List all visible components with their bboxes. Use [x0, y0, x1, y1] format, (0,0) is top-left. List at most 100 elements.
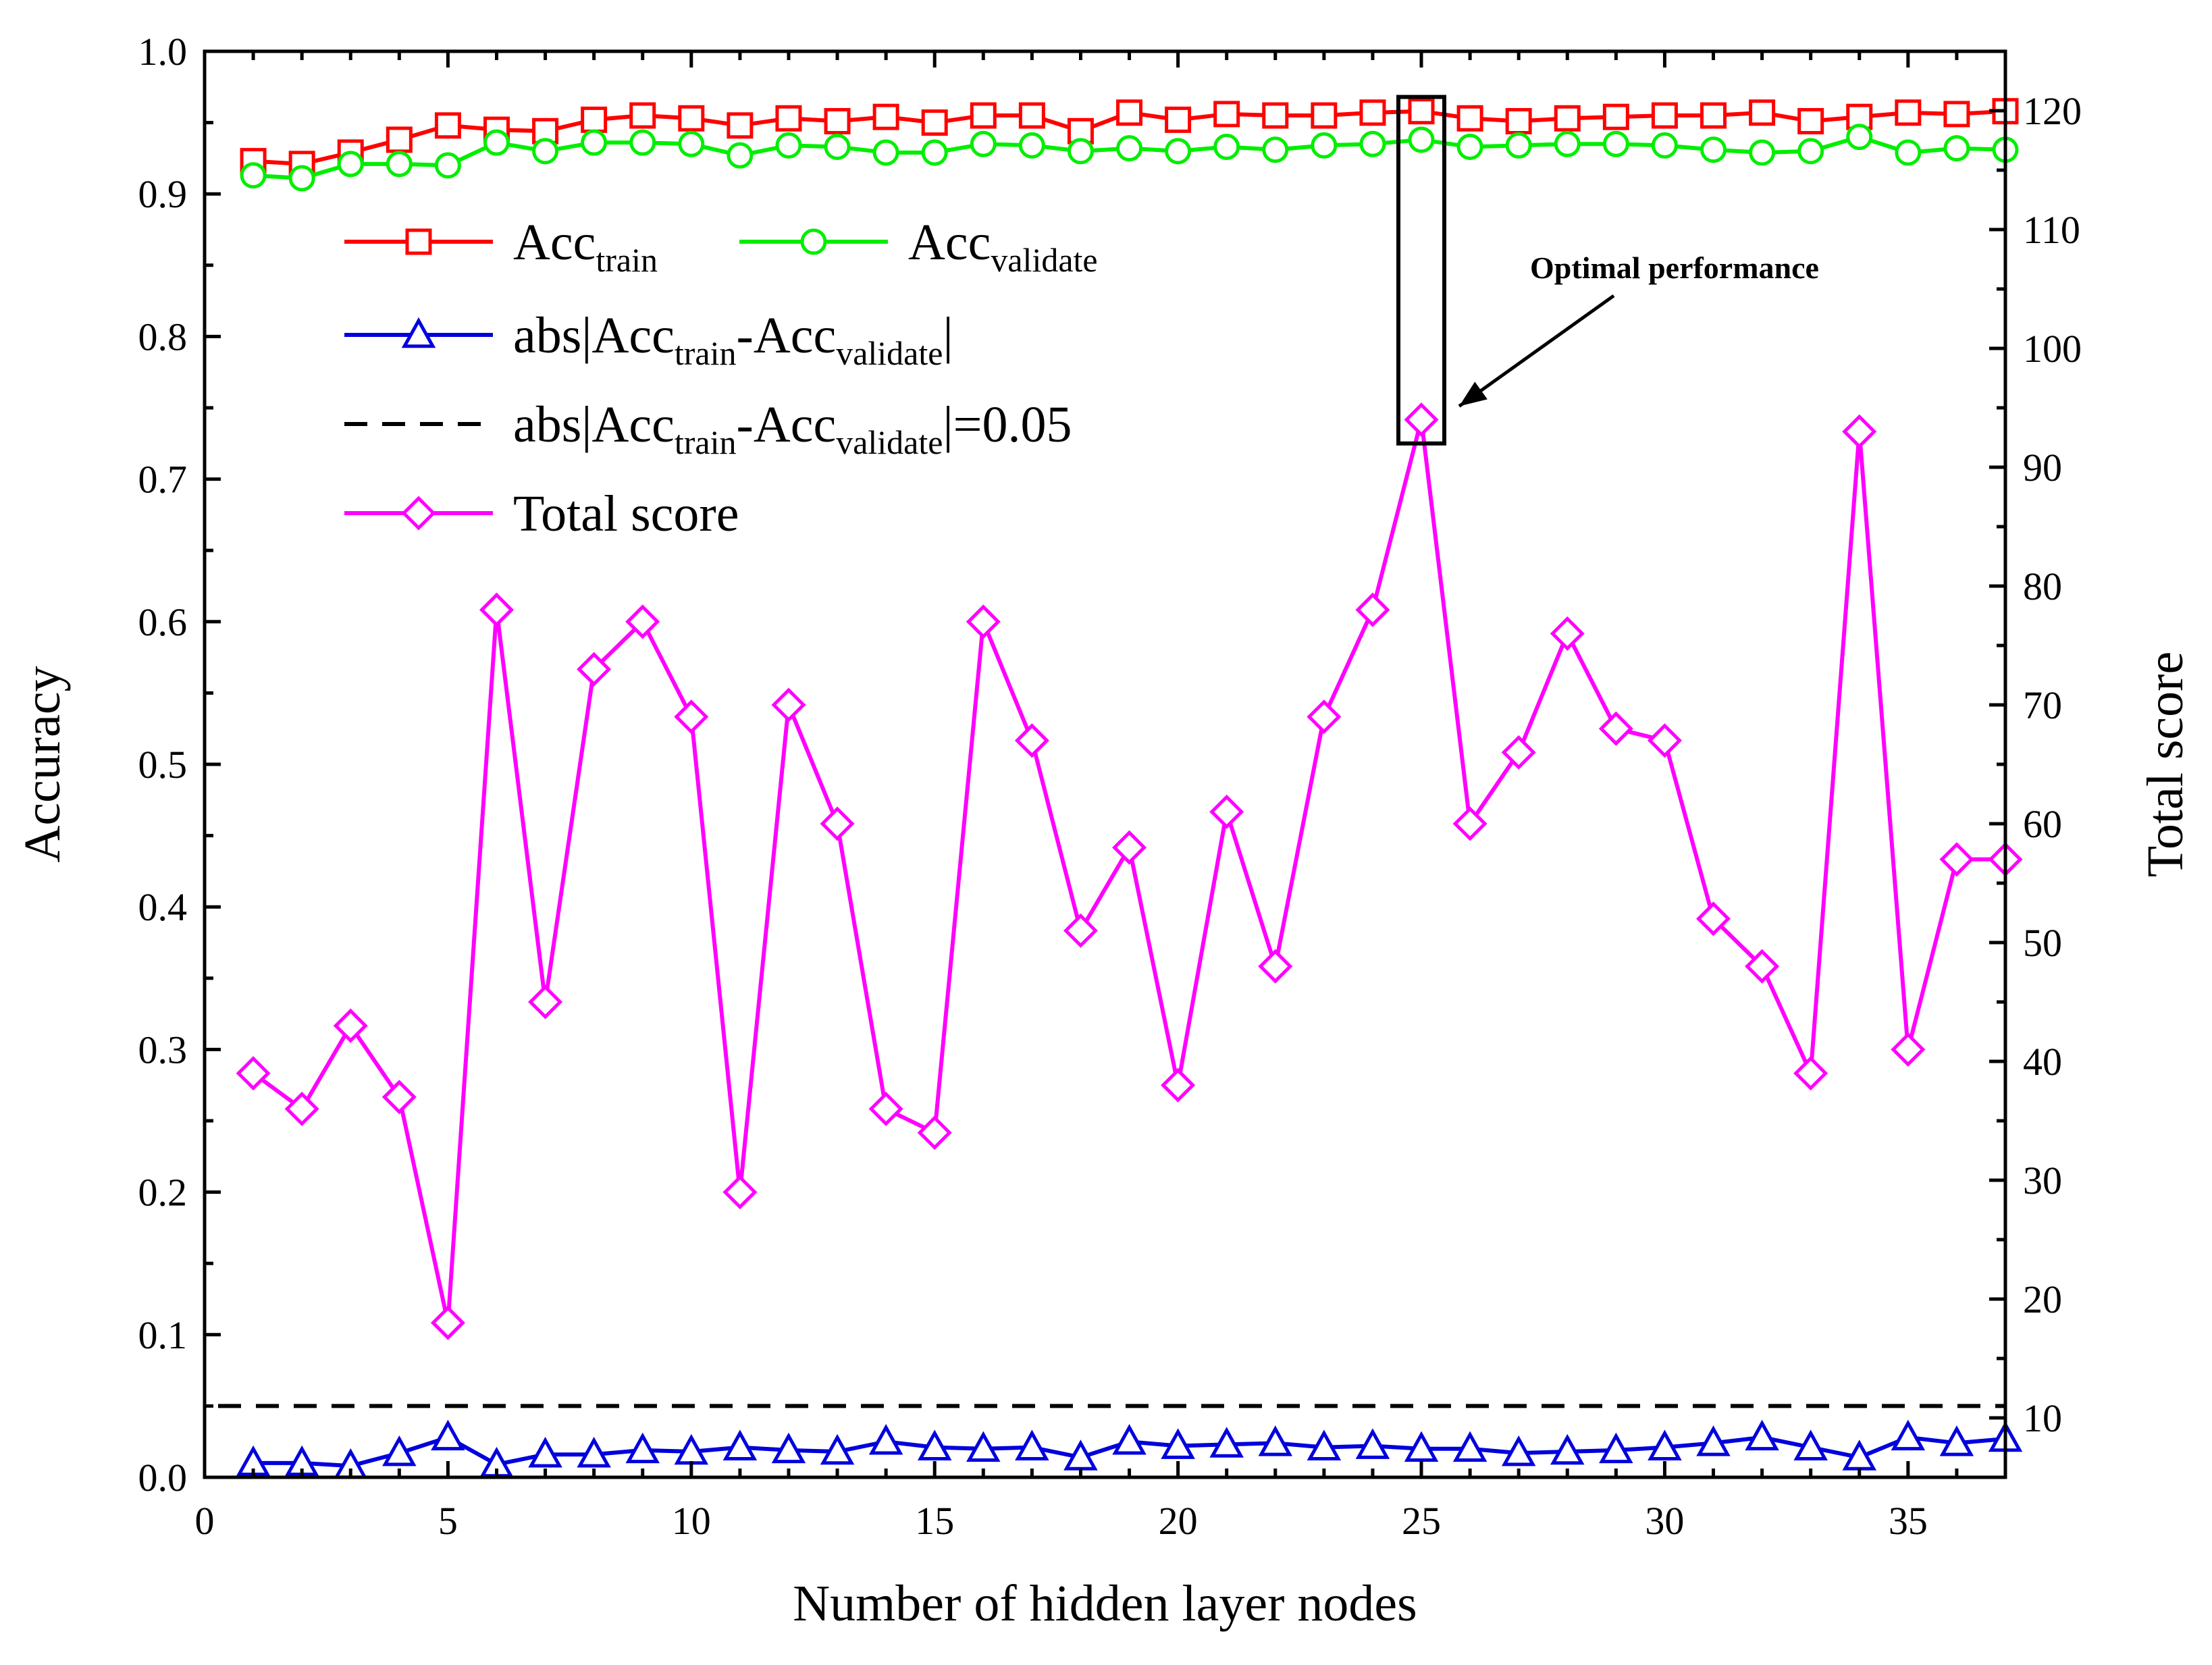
y-tick-label: 0.3 [138, 1028, 188, 1072]
point-acc_train [921, 109, 948, 136]
optimal-highlight-box [1396, 95, 1447, 446]
point-total_score [1550, 616, 1585, 651]
point-total_score [284, 1091, 319, 1126]
y2-tick-label: 40 [2023, 1040, 2062, 1084]
point-total_score [1404, 402, 1439, 438]
legend-label-part: abs|Acc [513, 307, 675, 364]
point-acc_train [1602, 103, 1629, 130]
annotation-arrow-head [1459, 381, 1487, 406]
point-acc_train [1116, 99, 1143, 126]
annotation: Optimal performance [1396, 95, 1819, 446]
legend-label-part: |=0.05 [943, 396, 1072, 453]
y2-tick-label: 80 [2023, 564, 2062, 608]
point-acc_train [1456, 105, 1483, 132]
series-total_score [236, 402, 2023, 1340]
y-tick-label: 0.0 [138, 1456, 188, 1500]
point-acc_validate [629, 129, 656, 156]
point-acc_validate [1213, 134, 1240, 161]
legend-swatch-marker [401, 496, 436, 531]
point-abs_diff [1793, 1429, 1828, 1460]
point-acc_validate [1846, 124, 1873, 151]
point-acc_validate [581, 129, 608, 156]
point-acc_validate [678, 130, 705, 157]
point-acc_validate [824, 134, 851, 161]
legend-label-subscript: validate [991, 241, 1097, 279]
point-abs_diff [1258, 1425, 1293, 1456]
point-total_score [1793, 1056, 1828, 1091]
y-tick-label: 0.5 [138, 743, 188, 787]
point-total_score [1355, 592, 1390, 627]
point-acc_train [1359, 99, 1386, 126]
x-tick-label: 5 [438, 1499, 458, 1543]
point-acc_validate [1943, 135, 1970, 162]
y2-axis-title: Total score [2137, 652, 2194, 877]
axis-ticks [203, 49, 2007, 1479]
point-abs_diff [820, 1433, 855, 1465]
point-abs_diff [1404, 1431, 1439, 1462]
point-acc_validate [434, 152, 461, 179]
point-acc_validate [1359, 130, 1386, 157]
axis-tick-labels: 0 5 10 15 20 25 30 35 0.0 0.1 0.2 0.3 0.4 0.5 0.6 0.7 0.… [138, 30, 2082, 1543]
point-total_score [966, 604, 1001, 639]
chart-marks [218, 98, 2023, 1479]
point-abs_diff [1501, 1435, 1536, 1466]
legend-label-part: | [943, 307, 953, 364]
legend-label-subscript: train [675, 423, 737, 461]
point-acc_validate [921, 139, 948, 166]
point-total_score [1209, 794, 1244, 829]
x-tick-label: 35 [1889, 1499, 1928, 1543]
point-abs_diff [1209, 1427, 1244, 1458]
point-acc_validate [337, 151, 364, 178]
legend-swatch-marker [405, 228, 432, 255]
point-acc_validate [872, 139, 899, 166]
x-tick-label: 10 [672, 1499, 711, 1543]
legend-label: Accvalidate [908, 214, 1098, 279]
point-acc_train [1700, 102, 1727, 129]
point-total_score [1063, 913, 1098, 948]
point-acc_validate [1116, 135, 1143, 162]
x-axis-title: Number of hidden layer nodes [793, 1575, 1417, 1632]
point-abs_diff [917, 1429, 952, 1460]
y2-tick-label: 120 [2023, 89, 2082, 133]
y2-tick-label: 10 [2023, 1396, 2062, 1440]
point-total_score [381, 1080, 417, 1115]
annotation-label: Optimal performance [1530, 250, 1819, 285]
point-acc_validate [1408, 126, 1435, 153]
y2-tick-label: 90 [2023, 446, 2062, 490]
point-acc_train [1943, 101, 1970, 128]
point-acc_validate [1165, 138, 1192, 165]
point-abs_diff [1307, 1429, 1342, 1460]
point-total_score [479, 592, 515, 627]
legend-label: Total score [513, 485, 739, 542]
x-tick-label: 15 [915, 1499, 954, 1543]
legend: Acctrain Accvalidateabs|Acctrain-Accvalid… [344, 214, 1098, 542]
point-total_score [1745, 949, 1780, 984]
point-acc_validate [775, 132, 802, 159]
point-abs_diff [382, 1435, 417, 1466]
y-tick-label: 0.2 [138, 1171, 188, 1215]
point-total_score [625, 604, 660, 639]
point-abs_diff [1891, 1419, 1926, 1451]
point-acc_train [1895, 99, 1922, 126]
point-acc_train [1505, 107, 1532, 134]
point-acc_train [434, 112, 461, 139]
y-tick-label: 0.1 [138, 1313, 188, 1357]
legend-label-part: Acc [513, 214, 596, 271]
point-acc_train [775, 105, 802, 132]
point-acc_validate [1700, 136, 1727, 163]
point-abs_diff [722, 1429, 758, 1460]
legend-label-subscript: validate [836, 423, 943, 461]
point-acc_validate [727, 142, 754, 169]
y-tick-label: 1.0 [138, 30, 188, 74]
point-acc_validate [1456, 134, 1483, 161]
point-acc_train [629, 102, 656, 129]
point-total_score [333, 1008, 368, 1043]
point-total_score [674, 699, 709, 735]
point-acc_train [1554, 105, 1581, 132]
point-acc_train [970, 102, 997, 129]
point-acc_train [1749, 99, 1776, 126]
point-abs_diff [625, 1432, 660, 1464]
x-tick-label: 0 [195, 1499, 215, 1543]
point-total_score [528, 984, 563, 1020]
